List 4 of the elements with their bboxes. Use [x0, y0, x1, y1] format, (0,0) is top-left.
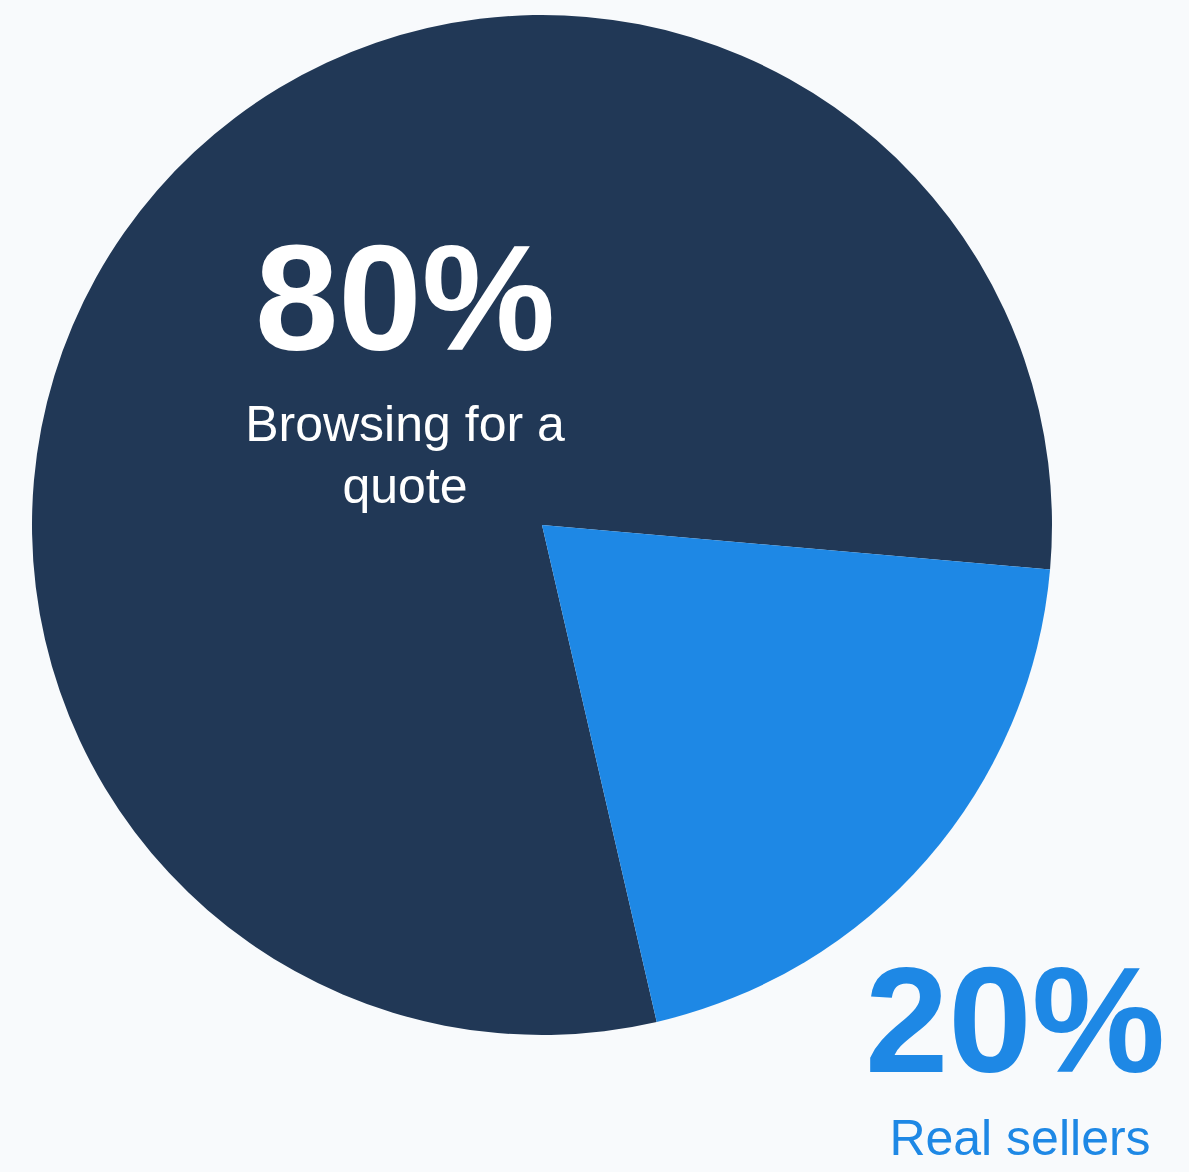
slice-label: Browsing for a quote — [245, 396, 565, 514]
slice-label: Real sellers — [889, 1110, 1151, 1166]
data-label: 80% — [254, 214, 556, 382]
data-label: 20% — [864, 936, 1166, 1104]
